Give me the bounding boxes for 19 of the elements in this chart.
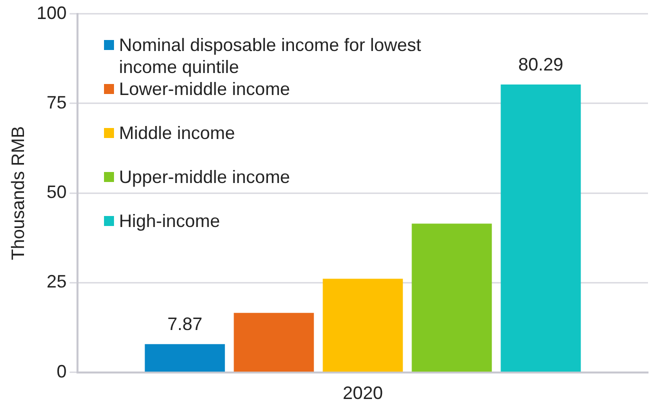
legend-label: Lower-middle income (119, 78, 290, 100)
data-label: 7.87 (167, 314, 202, 334)
bar (234, 312, 314, 372)
y-tick-label: 100 (36, 2, 67, 23)
legend-label: Nominal disposable income for lowest income quintile (119, 34, 422, 78)
y-axis-title: Thousands RMB (8, 126, 28, 260)
y-tick-label: 25 (46, 272, 67, 292)
bar (412, 224, 492, 372)
bar (500, 84, 581, 372)
x-tick-label: 2020 (342, 383, 383, 404)
y-tick-label: 0 (56, 361, 67, 382)
bar (322, 278, 403, 372)
bar (144, 344, 225, 372)
y-tick-label: 50 (46, 182, 67, 202)
y-tick-label: 75 (46, 92, 67, 112)
legend-label: High-income (119, 210, 220, 232)
legend-label: Middle income (119, 122, 236, 144)
data-label: 80.29 (518, 54, 564, 74)
legend-label: Upper-middle income (119, 166, 290, 188)
